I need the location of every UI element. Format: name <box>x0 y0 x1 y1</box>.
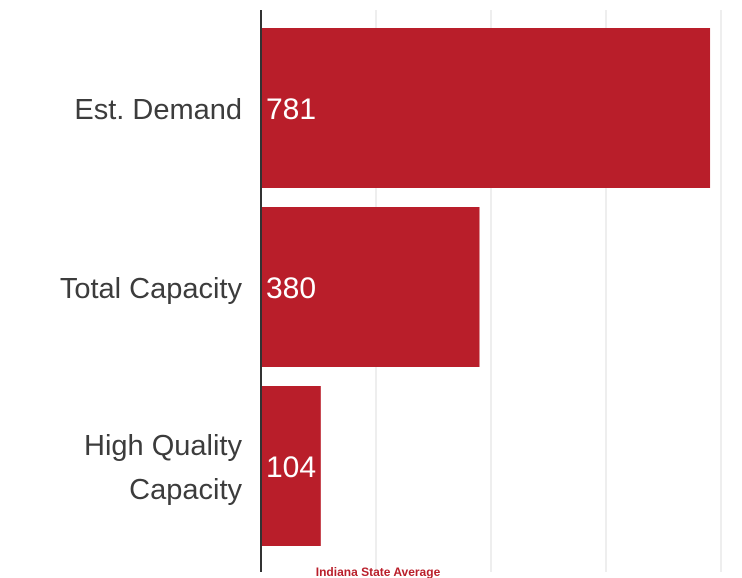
data-label: 380 <box>266 272 316 305</box>
category-label: Capacity <box>129 474 242 506</box>
category-label: High Quality <box>84 430 242 462</box>
category-label: Est. Demand <box>74 94 242 126</box>
data-label: 104 <box>266 451 316 484</box>
bar <box>261 207 480 367</box>
bar <box>261 28 711 188</box>
bar <box>261 386 321 546</box>
category-label: Total Capacity <box>60 273 243 305</box>
chart-caption: Indiana State Average <box>316 565 441 578</box>
data-label: 781 <box>266 93 316 126</box>
